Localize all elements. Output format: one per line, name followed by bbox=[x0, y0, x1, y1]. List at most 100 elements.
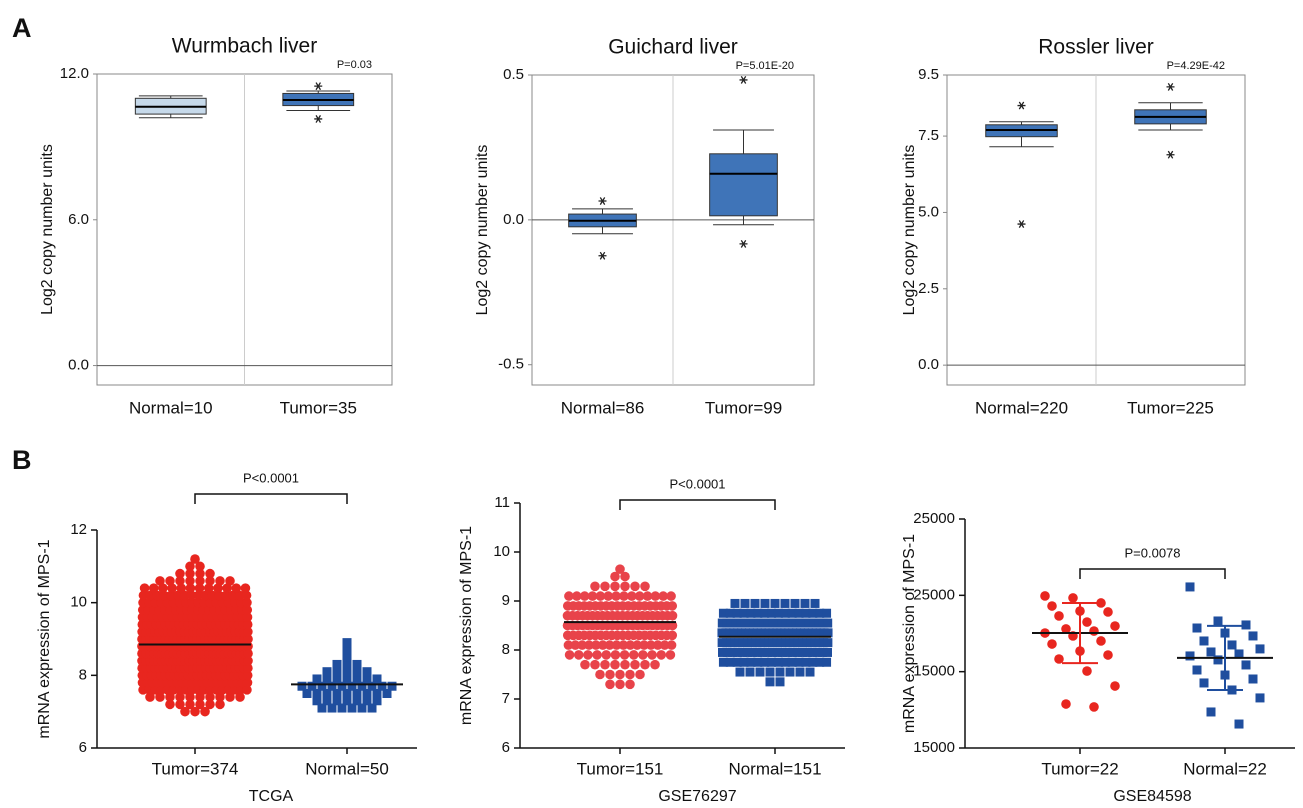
data-point bbox=[630, 659, 640, 670]
y-axis-label: Log2 copy number units bbox=[39, 144, 56, 315]
data-point bbox=[573, 650, 584, 660]
x-tick-label: Normal=50 bbox=[305, 759, 389, 778]
data-point bbox=[312, 674, 322, 684]
data-point bbox=[200, 706, 210, 717]
data-point bbox=[610, 571, 620, 582]
data-point bbox=[790, 598, 800, 608]
data-point bbox=[667, 601, 678, 611]
data-point bbox=[175, 576, 185, 586]
data-point bbox=[625, 679, 635, 690]
data-point bbox=[1255, 644, 1265, 654]
data-point bbox=[155, 692, 165, 702]
data-point bbox=[818, 647, 827, 657]
data-point bbox=[610, 581, 620, 592]
data-point bbox=[243, 648, 253, 659]
outlier bbox=[739, 239, 748, 248]
data-point bbox=[225, 576, 235, 586]
data-point bbox=[759, 618, 769, 628]
data-point bbox=[650, 659, 660, 670]
data-point bbox=[800, 598, 810, 608]
data-point bbox=[193, 590, 204, 601]
data-point bbox=[195, 568, 205, 579]
data-point bbox=[243, 663, 253, 673]
data-point bbox=[746, 608, 756, 618]
data-point bbox=[603, 591, 614, 601]
data-point bbox=[166, 590, 176, 601]
data-point bbox=[801, 657, 811, 667]
data-point bbox=[808, 657, 818, 667]
y-tick-label: 15000 bbox=[913, 739, 955, 756]
data-point bbox=[175, 568, 185, 579]
data-point bbox=[195, 699, 205, 710]
y-tick-label: 0.0 bbox=[503, 211, 524, 228]
data-point bbox=[728, 647, 737, 657]
data-point bbox=[743, 647, 752, 657]
data-point bbox=[723, 647, 732, 657]
data-point bbox=[337, 681, 347, 691]
data-point bbox=[795, 618, 805, 628]
data-point bbox=[342, 696, 352, 706]
data-point bbox=[228, 590, 238, 601]
data-point bbox=[725, 608, 735, 618]
y-axis-label: mRNA expression of MPS-1 bbox=[36, 539, 53, 738]
data-point bbox=[1047, 601, 1057, 611]
p-value: P=0.0078 bbox=[1124, 545, 1180, 560]
data-point bbox=[765, 667, 775, 677]
data-point bbox=[591, 640, 601, 650]
data-point bbox=[763, 618, 773, 628]
data-point bbox=[815, 657, 825, 667]
data-point bbox=[1185, 651, 1195, 661]
data-point bbox=[347, 703, 357, 713]
data-point bbox=[610, 659, 620, 670]
outlier bbox=[739, 75, 748, 84]
data-point bbox=[788, 647, 797, 657]
data-point bbox=[1241, 660, 1251, 670]
data-point bbox=[773, 608, 783, 618]
p-value: P=5.01E-20 bbox=[736, 60, 794, 72]
y-tick-label: 7 bbox=[502, 690, 510, 707]
outlier bbox=[1017, 101, 1026, 110]
data-point bbox=[646, 640, 656, 650]
data-point bbox=[352, 674, 362, 684]
outlier bbox=[1166, 82, 1175, 91]
data-point bbox=[750, 598, 760, 608]
data-point bbox=[185, 568, 195, 579]
data-point bbox=[590, 659, 600, 670]
data-point bbox=[584, 640, 594, 650]
data-point bbox=[794, 657, 804, 667]
data-point bbox=[243, 634, 253, 644]
y-tick-label: 0.0 bbox=[68, 357, 89, 374]
data-point bbox=[185, 561, 195, 572]
data-point bbox=[600, 581, 610, 592]
data-point bbox=[231, 583, 242, 593]
data-point bbox=[619, 591, 629, 601]
data-point bbox=[626, 591, 637, 601]
data-point bbox=[726, 618, 736, 628]
outlier bbox=[598, 197, 607, 205]
y-tick-label: 0.0 bbox=[918, 356, 939, 373]
data-point bbox=[583, 650, 593, 660]
y-axis-label: Log2 copy number units bbox=[474, 145, 491, 316]
data-point bbox=[195, 576, 205, 586]
data-point bbox=[666, 591, 676, 601]
data-point bbox=[327, 681, 337, 691]
data-point bbox=[642, 591, 653, 601]
data-point bbox=[302, 689, 312, 698]
data-point bbox=[165, 576, 175, 586]
data-point bbox=[213, 583, 223, 593]
y-tick-label: 12.0 bbox=[60, 65, 89, 82]
data-point bbox=[822, 608, 832, 618]
data-point bbox=[332, 667, 342, 677]
data-point bbox=[665, 650, 676, 660]
data-point bbox=[639, 640, 649, 650]
data-point bbox=[760, 657, 770, 667]
x-tick-label: Normal=220 bbox=[975, 398, 1068, 417]
data-point bbox=[186, 590, 197, 601]
data-point bbox=[791, 618, 801, 628]
data-point bbox=[601, 650, 612, 660]
data-point bbox=[190, 554, 200, 564]
data-point bbox=[570, 640, 581, 650]
data-point bbox=[342, 638, 352, 648]
data-point bbox=[180, 706, 190, 717]
data-point bbox=[342, 659, 352, 669]
